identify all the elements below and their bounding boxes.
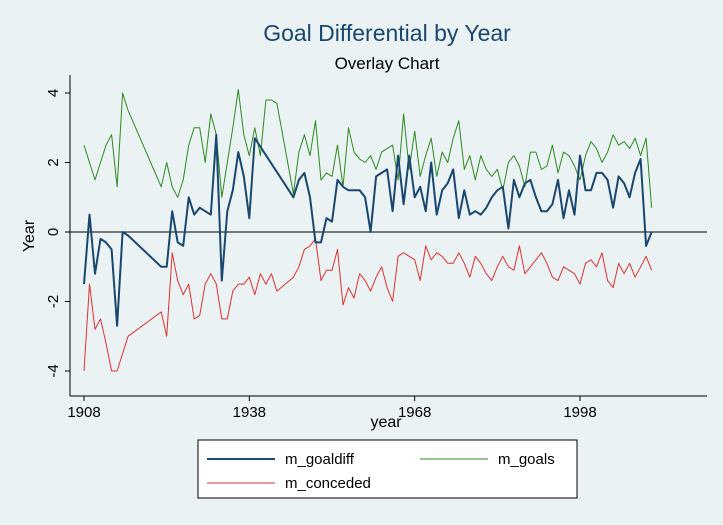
y-tick-label: -4 bbox=[45, 364, 62, 377]
series-line-m_goaldiff bbox=[83, 133, 653, 327]
chart-title: Goal Differential by Year bbox=[263, 20, 511, 46]
y-tick-label: 2 bbox=[45, 158, 62, 166]
legend-label-m_goaldiff: m_goaldiff bbox=[285, 451, 355, 468]
x-tick-label: 1998 bbox=[563, 404, 596, 421]
y-axis: -4 -2 0 2 4 bbox=[45, 75, 71, 396]
x-axis: 1908 1938 1968 1998 bbox=[67, 395, 707, 421]
series-line-m_goals bbox=[83, 89, 653, 208]
legend-items: m_goaldiff m_goals m_conceded bbox=[207, 451, 555, 492]
legend-label-m_conceded: m_conceded bbox=[285, 475, 371, 492]
legend: m_goaldiff m_goals m_conceded bbox=[197, 439, 578, 499]
x-axis-title: year bbox=[370, 414, 402, 431]
series-line-m_conceded bbox=[83, 238, 653, 372]
x-tick-label: 1908 bbox=[67, 404, 100, 421]
series-layer bbox=[83, 89, 653, 372]
legend-label-m_goals: m_goals bbox=[498, 451, 555, 468]
legend-box bbox=[197, 439, 578, 499]
y-tick-label: -2 bbox=[45, 295, 62, 308]
y-tick-label: 0 bbox=[45, 228, 62, 236]
plot-area bbox=[70, 75, 707, 396]
y-tick-label: 4 bbox=[45, 89, 62, 97]
chart-subtitle: Overlay Chart bbox=[335, 54, 440, 73]
x-tick-label: 1968 bbox=[398, 404, 431, 421]
y-axis-title: Year bbox=[21, 219, 38, 252]
x-tick-label: 1938 bbox=[233, 404, 266, 421]
